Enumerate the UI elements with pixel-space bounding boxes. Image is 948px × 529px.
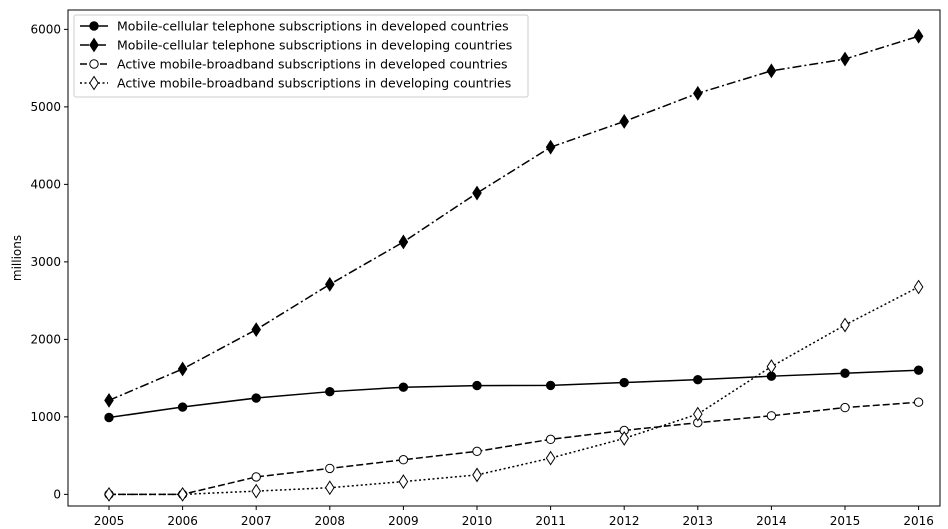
data-point xyxy=(840,51,850,67)
legend-label: Mobile-cellular telephone subscriptions … xyxy=(117,19,509,34)
data-point xyxy=(840,402,850,413)
x-tick-label: 2011 xyxy=(535,514,566,528)
y-axis-label: millions xyxy=(10,235,24,281)
series-4 xyxy=(104,279,924,502)
data-point xyxy=(251,472,261,482)
x-tick-label: 2014 xyxy=(756,514,787,528)
legend-marker xyxy=(89,37,99,53)
data-point xyxy=(693,374,703,385)
data-point xyxy=(766,359,777,374)
y-axis: 0 1000 2000 3000 4000 5000 6000 xyxy=(30,22,68,501)
legend-item: Mobile-cellular telephone subscriptions … xyxy=(80,38,512,53)
data-point xyxy=(398,234,409,250)
legend-marker xyxy=(89,21,99,31)
x-tick-label: 2009 xyxy=(388,514,419,528)
legend-label: Active mobile-broadband subscriptions in… xyxy=(117,76,511,91)
data-point xyxy=(472,446,482,457)
y-tick-label: 4000 xyxy=(30,177,61,191)
legend-label: Active mobile-broadband subscriptions in… xyxy=(117,57,508,72)
data-point xyxy=(104,392,114,408)
data-point xyxy=(766,63,777,79)
data-point xyxy=(913,365,924,375)
data-point xyxy=(104,486,114,502)
data-point xyxy=(693,85,703,101)
data-point xyxy=(177,402,188,412)
x-tick-label: 2007 xyxy=(241,514,272,528)
data-point xyxy=(104,412,114,423)
y-tick-label: 0 xyxy=(53,487,61,501)
x-tick-label: 2016 xyxy=(903,514,934,528)
data-point xyxy=(325,386,335,397)
x-tick-label: 2006 xyxy=(167,514,198,528)
legend-item: Mobile-cellular telephone subscriptions … xyxy=(80,19,509,34)
data-point xyxy=(619,114,629,129)
series-layer xyxy=(104,28,924,502)
series-line xyxy=(108,369,919,419)
y-tick-label: 3000 xyxy=(30,255,61,269)
data-point xyxy=(619,377,629,388)
data-point xyxy=(177,486,188,502)
series-line xyxy=(109,401,919,496)
x-tick-label: 2012 xyxy=(609,514,640,528)
legend-item: Active mobile-broadband subscriptions in… xyxy=(80,57,508,72)
data-point xyxy=(766,411,777,421)
x-tick-label: 2010 xyxy=(462,514,493,528)
data-point xyxy=(545,450,556,466)
data-point xyxy=(472,185,482,201)
data-point xyxy=(398,474,409,490)
x-tick-label: 2008 xyxy=(315,514,346,528)
series-line xyxy=(108,35,919,402)
data-point xyxy=(325,276,335,292)
legend: Mobile-cellular telephone subscriptions … xyxy=(73,14,529,98)
legend-label: Mobile-cellular telephone subscriptions … xyxy=(117,38,512,53)
data-point xyxy=(251,322,261,338)
legend-marker xyxy=(89,59,99,69)
data-point xyxy=(325,480,335,496)
data-point xyxy=(177,361,188,377)
data-point xyxy=(398,455,409,465)
data-point xyxy=(251,393,261,403)
data-point xyxy=(472,380,482,391)
data-point xyxy=(913,279,924,295)
data-point xyxy=(913,28,924,44)
y-tick-label: 1000 xyxy=(30,410,61,424)
data-point xyxy=(913,397,924,407)
data-point xyxy=(840,368,850,378)
data-point xyxy=(840,317,850,333)
data-point xyxy=(325,463,335,474)
data-point xyxy=(251,483,261,499)
series-line xyxy=(109,286,919,496)
series-1 xyxy=(104,365,924,423)
data-point xyxy=(545,434,556,445)
y-tick-label: 6000 xyxy=(30,22,61,36)
data-point xyxy=(545,380,556,391)
legend-frame xyxy=(73,14,529,98)
y-tick-label: 5000 xyxy=(30,100,61,114)
x-tick-label: 2005 xyxy=(94,514,125,528)
data-point xyxy=(398,382,409,392)
series-2 xyxy=(104,28,924,408)
data-point xyxy=(472,467,482,483)
data-point xyxy=(619,430,629,446)
legend-marker xyxy=(89,75,99,91)
x-tick-label: 2015 xyxy=(830,514,861,528)
x-tick-label: 2013 xyxy=(683,514,714,528)
x-axis: 2005 2006 2007 2008 2009 2010 2011 2012 2013 2014… xyxy=(94,506,934,528)
y-tick-label: 2000 xyxy=(30,332,61,346)
data-point xyxy=(693,406,703,422)
data-point xyxy=(545,139,556,155)
legend-item: Active mobile-broadband subscriptions in… xyxy=(80,76,511,91)
